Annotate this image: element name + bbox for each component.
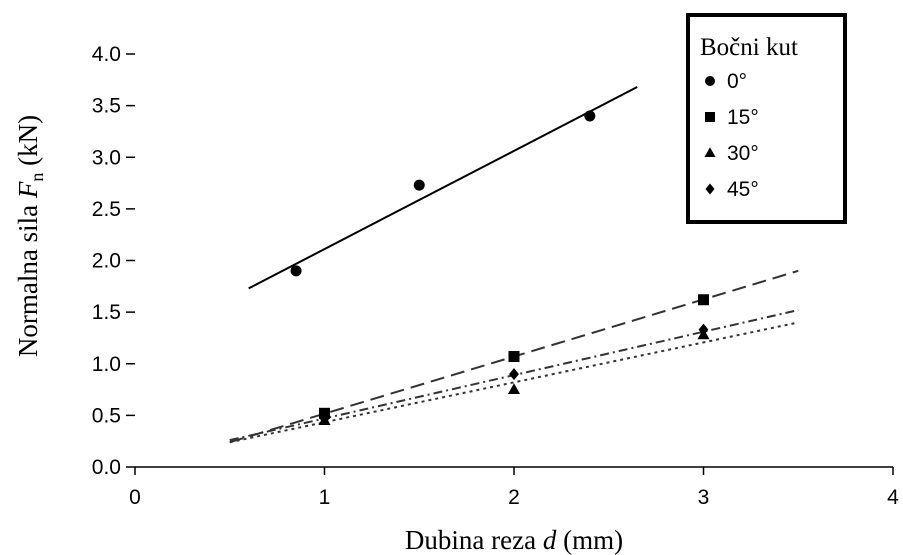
data-point-circle (290, 265, 302, 277)
axes: 0 1 2 3 4 0.0 0.5 1.0 1.5 2.0 2.5 3.0 3.5 4.0 (92, 43, 899, 509)
y-tick-label: 0.0 (92, 456, 121, 479)
legend-label: 45° (727, 178, 759, 201)
data-point-diamond (698, 323, 709, 336)
legend-marker-diamond (705, 183, 715, 195)
legend-label: 0° (727, 70, 747, 93)
x-tick-label: 2 (508, 486, 520, 509)
data-point-diamond (509, 368, 519, 381)
x-tick-label: 1 (319, 486, 331, 509)
data-point-diamond (319, 412, 330, 425)
legend-label: 30° (727, 142, 759, 165)
x-tick-label: 3 (698, 486, 710, 509)
y-axis-title: Normalna sila Fn (kN) (13, 115, 47, 357)
x-axis-title: Dubina reza d (mm) (405, 525, 623, 555)
data-points (290, 110, 710, 425)
y-tick-label: 1.5 (92, 301, 121, 324)
legend-items: 0° 15° 30° 45° (704, 70, 759, 201)
data-point-square (698, 294, 709, 306)
y-tick-label: 3.0 (92, 146, 121, 169)
y-tick-label: 0.5 (92, 404, 121, 427)
data-point-square (508, 351, 520, 363)
fit-line-circle (248, 86, 638, 290)
legend-label: 15° (727, 106, 759, 129)
data-point-triangle (507, 383, 521, 394)
x-tick-label: 4 (887, 486, 899, 509)
legend-title: Bočni kut (700, 34, 798, 61)
data-point-circle (584, 110, 596, 122)
legend-marker-triangle (704, 147, 716, 157)
y-tick-label: 3.5 (92, 95, 121, 118)
legend-marker-circle (705, 76, 715, 86)
fit-line-triangle (229, 321, 799, 444)
y-tick-label: 2.5 (92, 198, 121, 221)
legend: Bočni kut 0° 15° 30° 45° (686, 13, 847, 224)
y-tick-label: 4.0 (92, 43, 121, 66)
data-point-circle (413, 179, 425, 191)
x-tick-label: 0 (129, 486, 141, 509)
y-tick-label: 2.0 (92, 250, 121, 273)
legend-marker-square (705, 112, 715, 122)
y-tick-label: 1.0 (92, 353, 121, 376)
